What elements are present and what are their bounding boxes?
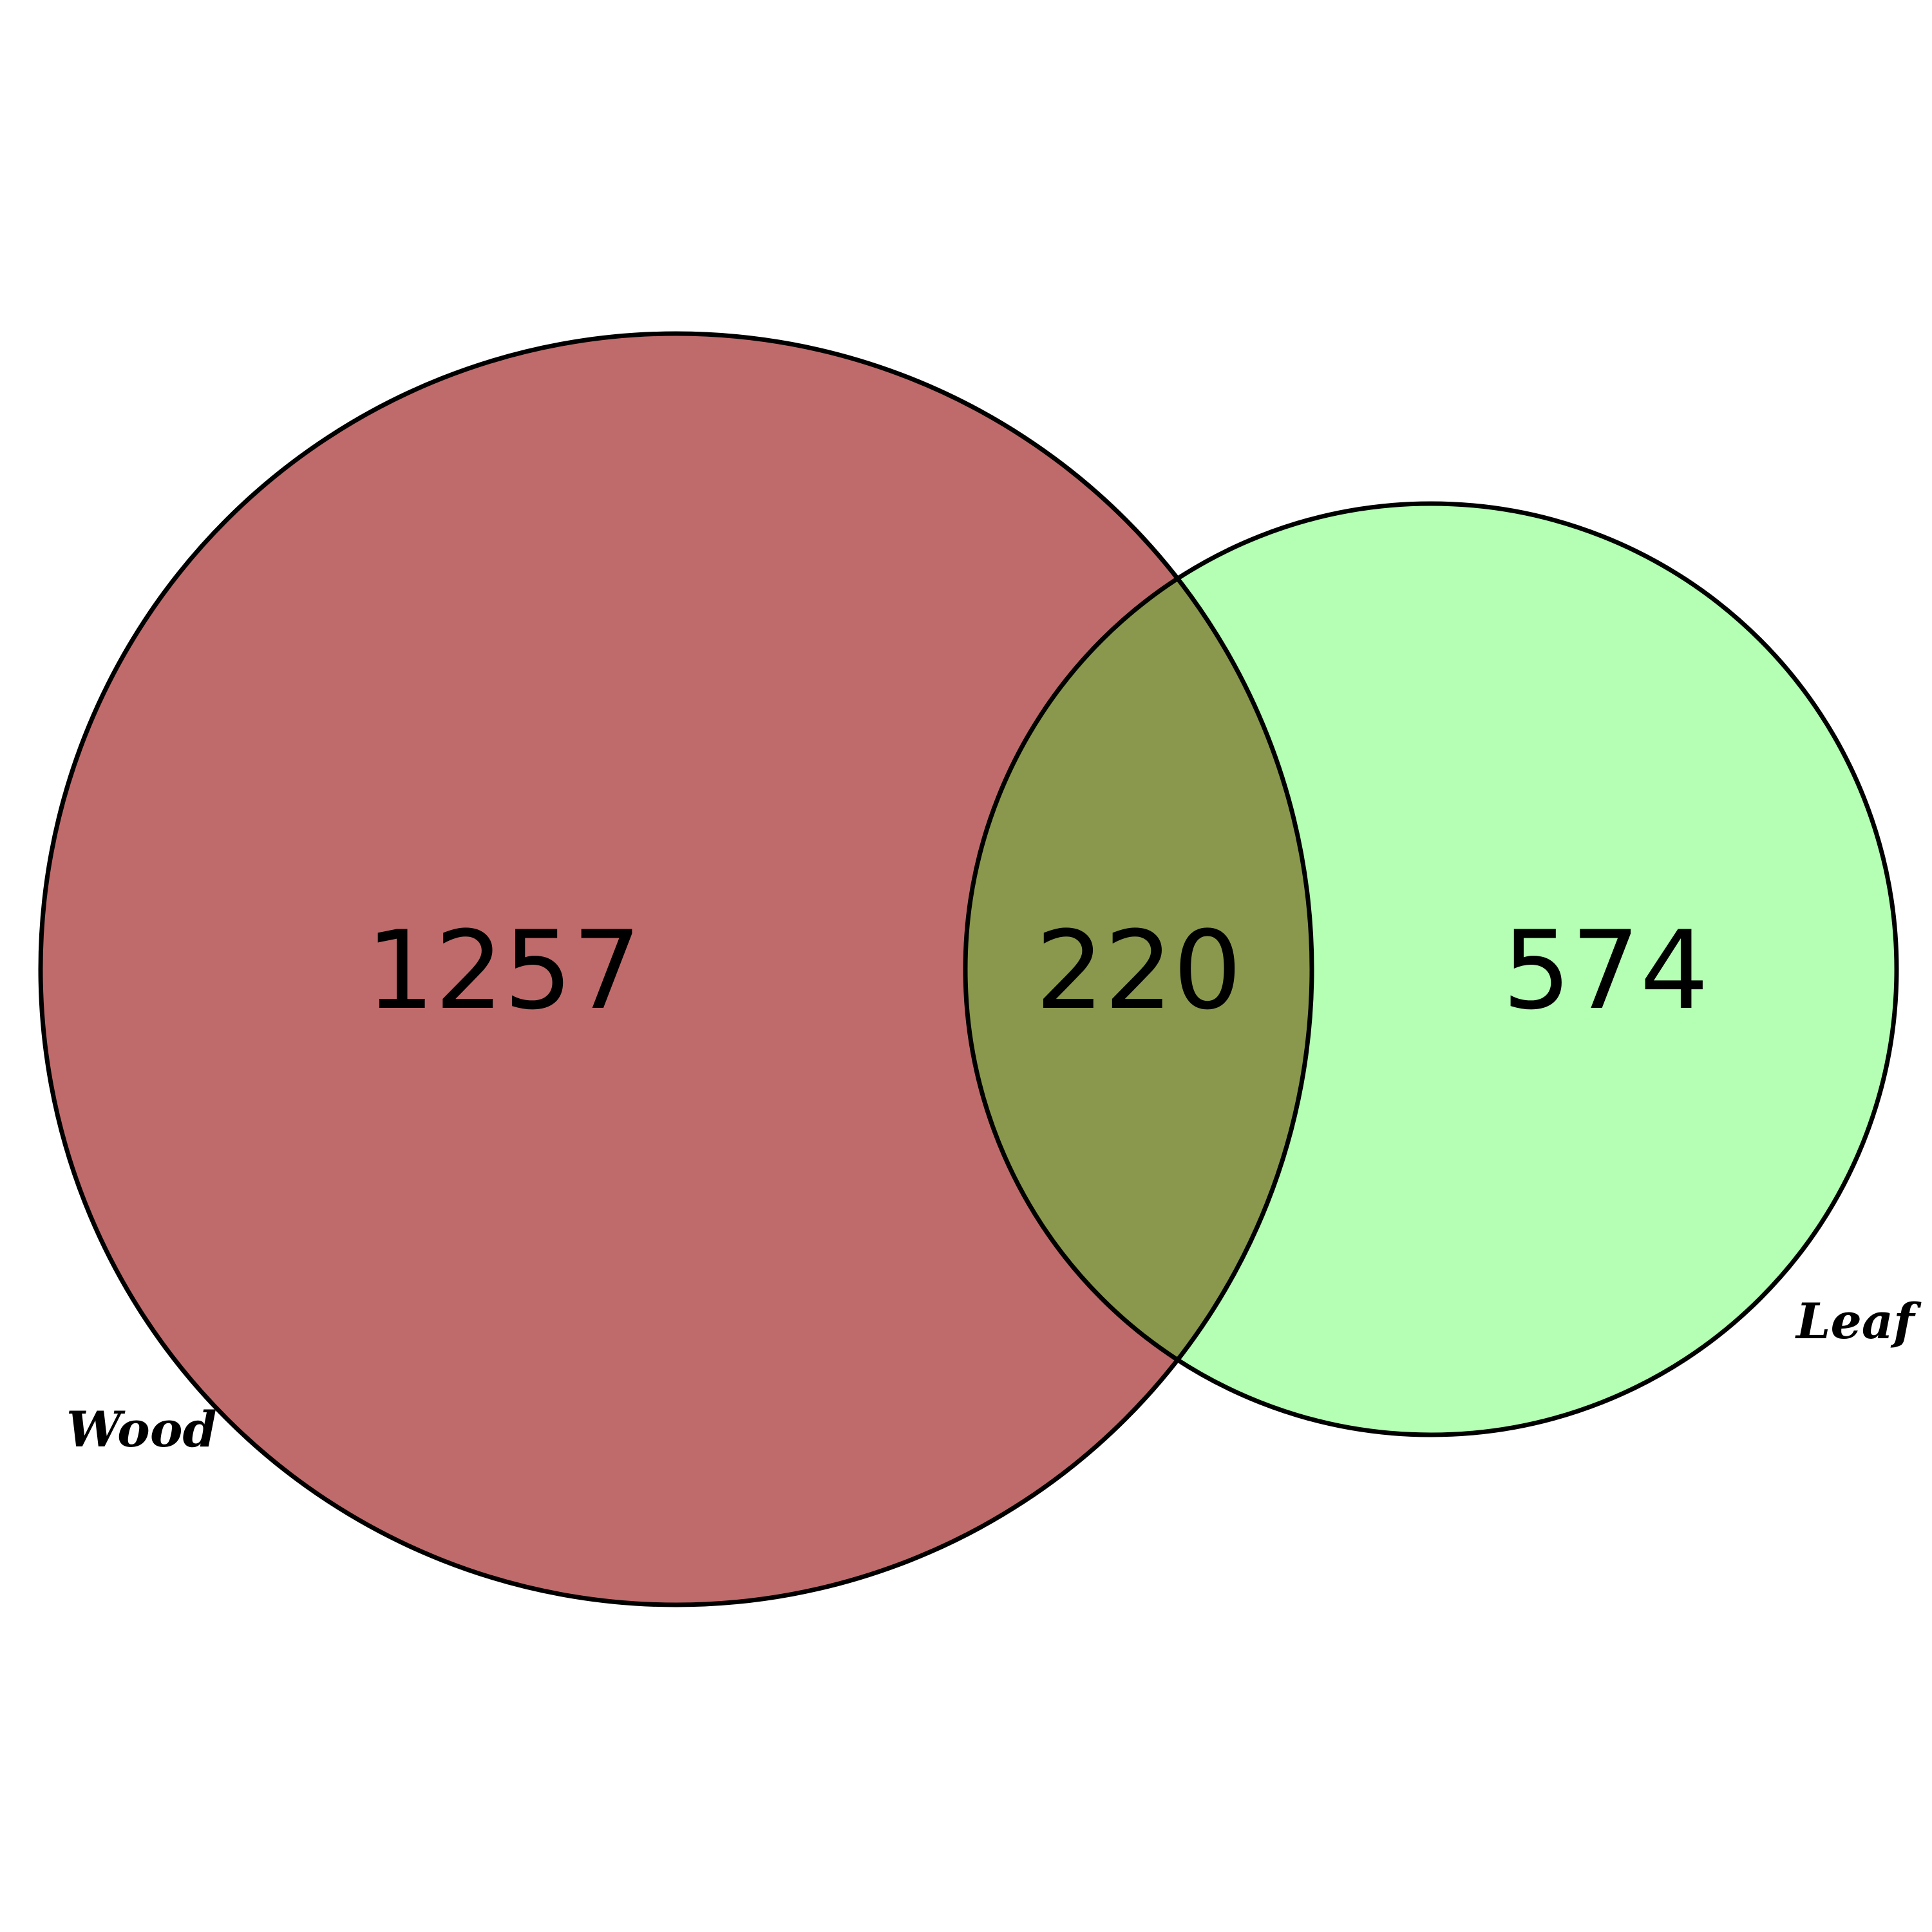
leaf-set-label: Leaf <box>1795 1293 1922 1350</box>
leaf-circle-outline <box>963 501 1899 1437</box>
wood-circle-fill <box>41 334 1312 1605</box>
leaf-only-count: 574 <box>1502 907 1709 1034</box>
overlap-count: 220 <box>1036 907 1242 1034</box>
wood-circle-outline <box>38 331 1314 1607</box>
overlap-region-fill <box>965 504 1312 1435</box>
wood-set-label: Wood <box>66 1401 217 1458</box>
wood-only-count: 1257 <box>366 907 641 1034</box>
